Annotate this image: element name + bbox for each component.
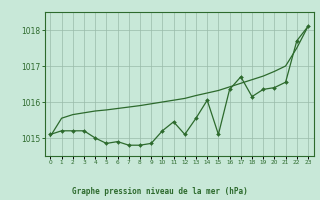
- Text: Graphe pression niveau de la mer (hPa): Graphe pression niveau de la mer (hPa): [72, 187, 248, 196]
